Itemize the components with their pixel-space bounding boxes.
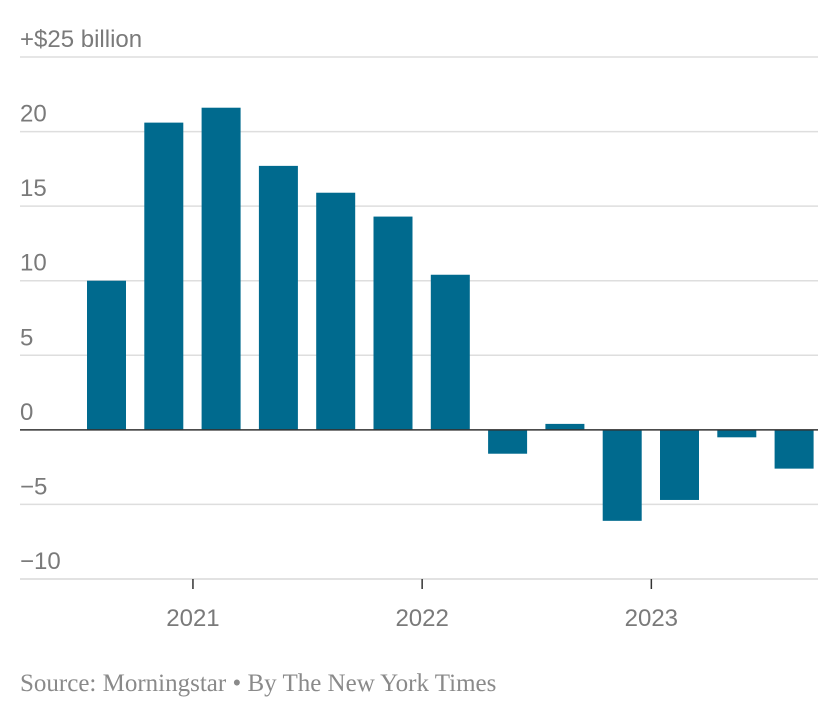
bars: [87, 107, 814, 521]
axes: [20, 429, 818, 589]
bar: [602, 429, 642, 521]
bar: [144, 122, 184, 430]
bar: [316, 192, 356, 430]
x-tick-label: 2022: [395, 605, 448, 632]
gridlines: [20, 56, 818, 580]
bar: [774, 429, 814, 469]
bar: [430, 274, 470, 430]
bar: [660, 429, 699, 500]
y-tick-label: 10: [20, 250, 47, 277]
y-tick-label: 15: [20, 175, 47, 202]
y-tick-label: 20: [20, 101, 47, 128]
bar: [717, 429, 757, 438]
y-tick-label: 5: [20, 324, 33, 351]
y-tick-label: −10: [20, 548, 61, 575]
y-tick-label: −5: [20, 473, 47, 500]
bar: [488, 429, 528, 454]
x-tick-label: 2021: [166, 605, 219, 632]
bar: [258, 165, 298, 430]
tick-labels: +$25 billion 20 15 10 5 0 −5 −10 2021 2022 2023: [20, 26, 678, 632]
bar: [87, 280, 126, 430]
bar: [201, 107, 241, 430]
x-tick-label: 2023: [625, 605, 678, 632]
source-credit: Source: Morningstar • By The New York Ti…: [20, 670, 497, 697]
bar-chart: +$25 billion 20 15 10 5 0 −5 −10 2021 2022 2023: [20, 26, 818, 632]
y-tick-label: +$25 billion: [20, 26, 142, 53]
y-tick-label: 0: [20, 399, 33, 426]
bar: [545, 423, 585, 430]
bar: [373, 216, 413, 430]
